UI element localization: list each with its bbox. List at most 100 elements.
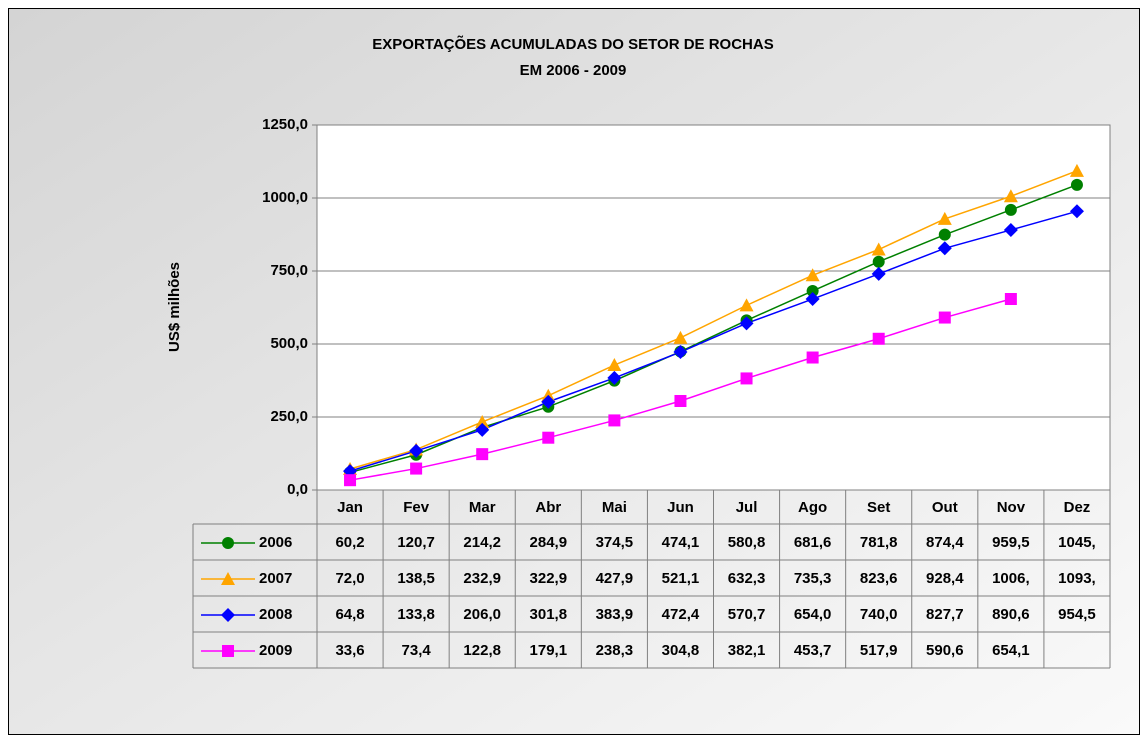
data-table-value: 874,4 (926, 534, 964, 551)
data-table-value: 301,8 (530, 606, 568, 623)
data-point (937, 211, 952, 225)
data-point (871, 242, 886, 256)
data-table-value: 232,9 (463, 570, 501, 587)
data-table-value: 238,3 (596, 642, 634, 659)
x-tick-label: Set (867, 499, 890, 516)
data-table-value: 740,0 (860, 606, 898, 623)
x-tick-label: Jul (736, 499, 758, 516)
data-table-value: 64,8 (335, 606, 364, 623)
legend-label: 2006 (259, 534, 292, 551)
series-line (349, 170, 1078, 470)
data-table-value: 133,8 (397, 606, 435, 623)
data-table-value: 781,8 (860, 534, 898, 551)
data-point (806, 284, 819, 297)
data-point (872, 332, 885, 345)
data-point (475, 414, 490, 428)
data-point (805, 268, 820, 282)
data-table-value: 120,7 (397, 534, 435, 551)
y-tick-label: 1000,0 (262, 189, 308, 206)
x-tick-label: Jun (667, 499, 694, 516)
data-table-value: 1045, (1058, 534, 1096, 551)
data-table-value: 580,8 (728, 534, 766, 551)
x-tick-label: Mar (469, 499, 496, 516)
data-point (872, 255, 885, 268)
legend-label: 2008 (259, 606, 292, 623)
data-table-value: 304,8 (662, 642, 700, 659)
data-table-value: 959,5 (992, 534, 1030, 551)
chart-title: EXPORTAÇÕES ACUMULADAS DO SETOR DE ROCHA… (372, 35, 773, 53)
y-tick-label: 500,0 (270, 335, 308, 352)
data-table-value: 453,7 (794, 642, 832, 659)
data-point (739, 316, 754, 331)
plot-area (316, 124, 1111, 491)
data-point (607, 358, 622, 372)
data-point (1003, 189, 1018, 203)
y-tick-label: 0,0 (287, 481, 308, 498)
x-tick-label: Dez (1064, 499, 1091, 516)
data-point (739, 298, 754, 312)
data-point (344, 474, 357, 487)
data-table-value: 472,4 (662, 606, 700, 623)
y-axis-label: US$ milhões (166, 262, 183, 352)
x-tick-label: Ago (798, 499, 827, 516)
data-table-value: 206,0 (463, 606, 501, 623)
data-point (1069, 204, 1084, 219)
data-point (607, 370, 622, 385)
data-table-value: 654,1 (992, 642, 1030, 659)
data-point (938, 311, 951, 324)
data-table-value: 928,4 (926, 570, 964, 587)
data-table-value: 517,9 (860, 642, 898, 659)
data-table-value: 521,1 (662, 570, 700, 587)
data-table-value: 284,9 (530, 534, 568, 551)
data-point (542, 431, 555, 444)
legend-label: 2007 (259, 570, 292, 587)
data-table-value: 827,7 (926, 606, 964, 623)
data-table-value: 72,0 (335, 570, 364, 587)
x-tick-label: Jan (337, 499, 363, 516)
data-table-value: 632,3 (728, 570, 766, 587)
legend-marker (222, 537, 234, 549)
data-point (673, 330, 688, 344)
data-point (871, 266, 886, 281)
data-table-value: 681,6 (794, 534, 832, 551)
data-table-value: 374,5 (596, 534, 634, 551)
data-table-value: 1093, (1058, 570, 1096, 587)
data-table-value: 138,5 (397, 570, 435, 587)
data-table-value: 382,1 (728, 642, 766, 659)
data-table-value: 890,6 (992, 606, 1030, 623)
data-table-value: 590,6 (926, 642, 964, 659)
chart-subtitle: EM 2006 - 2009 (520, 62, 627, 79)
data-table-value: 654,0 (794, 606, 832, 623)
data-point (541, 394, 556, 409)
x-tick-label: Nov (997, 499, 1026, 516)
data-point (938, 228, 951, 241)
x-tick-label: Out (932, 499, 958, 516)
data-table-value: 33,6 (335, 642, 364, 659)
legend-marker (221, 608, 235, 622)
data-point (409, 443, 424, 458)
data-table-value: 823,6 (860, 570, 898, 587)
x-tick-label: Abr (535, 499, 561, 516)
data-point (1004, 203, 1017, 216)
data-table-value: 735,3 (794, 570, 832, 587)
data-table-value: 122,8 (463, 642, 501, 659)
data-table-value: 570,7 (728, 606, 766, 623)
data-table-value: 73,4 (402, 642, 432, 659)
data-point (476, 448, 489, 461)
data-point (1069, 163, 1084, 177)
data-table-value: 60,2 (335, 534, 364, 551)
data-table-value: 1006, (992, 570, 1030, 587)
data-point (475, 422, 490, 437)
data-table-value: 179,1 (530, 642, 568, 659)
series-line (349, 184, 1078, 474)
legend-marker (221, 572, 235, 585)
data-table-value: 427,9 (596, 570, 634, 587)
x-tick-label: Fev (403, 499, 430, 516)
data-point (740, 372, 753, 385)
legend-marker (222, 645, 234, 657)
y-tick-label: 1250,0 (262, 116, 308, 133)
data-point (608, 414, 621, 427)
data-point (805, 292, 820, 307)
data-point (1070, 178, 1083, 191)
data-point (937, 241, 952, 256)
